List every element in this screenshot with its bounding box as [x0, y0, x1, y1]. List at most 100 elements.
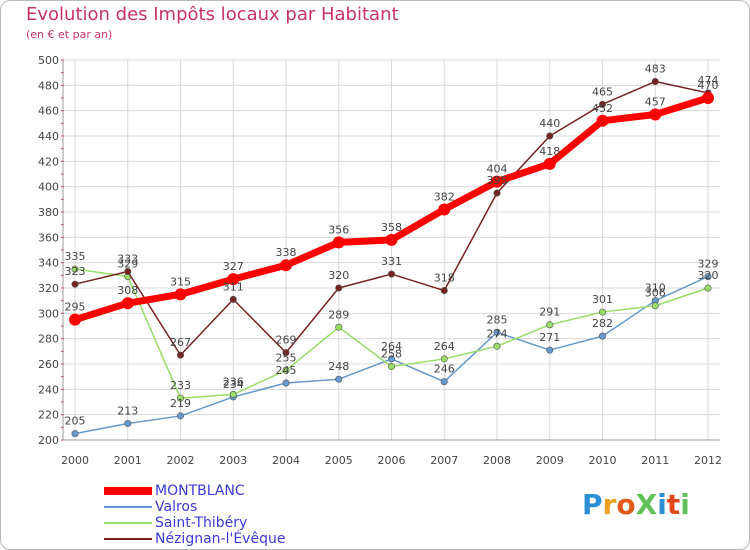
- data-label: 308: [117, 284, 138, 297]
- data-point: [335, 284, 343, 292]
- data-label: 470: [698, 79, 719, 92]
- data-point: [649, 108, 662, 121]
- data-point: [174, 288, 187, 301]
- data-label: 474: [698, 74, 719, 87]
- data-label: 418: [539, 145, 560, 158]
- data-label: 382: [434, 190, 455, 203]
- data-point: [387, 270, 395, 278]
- data-label: 440: [539, 117, 560, 130]
- y-tick-label: 280: [38, 333, 59, 346]
- y-tick-label: 460: [38, 105, 59, 118]
- data-label: 233: [170, 379, 191, 392]
- data-label: 264: [381, 340, 402, 353]
- y-tick-label: 360: [38, 231, 59, 244]
- data-point: [546, 321, 554, 329]
- data-point: [598, 308, 606, 316]
- y-tick-label: 340: [38, 257, 59, 270]
- data-point: [177, 351, 185, 359]
- data-label: 255: [276, 351, 297, 364]
- data-point: [71, 430, 79, 438]
- data-point: [493, 342, 501, 350]
- data-label: 258: [381, 348, 402, 361]
- data-label: 395: [487, 174, 508, 187]
- data-label: 236: [223, 375, 244, 388]
- data-label: 246: [434, 363, 455, 376]
- data-label: 483: [645, 63, 666, 76]
- data-point: [177, 394, 185, 402]
- y-tick-label: 480: [38, 79, 59, 92]
- data-point: [651, 78, 659, 86]
- data-point: [229, 295, 237, 303]
- data-point: [598, 332, 606, 340]
- data-label: 338: [276, 246, 297, 259]
- x-tick-label: 2008: [483, 454, 511, 467]
- data-point: [124, 268, 132, 276]
- data-point: [493, 189, 501, 197]
- data-point: [387, 363, 395, 371]
- data-point: [493, 328, 501, 336]
- data-label: 320: [698, 269, 719, 282]
- legend-label: Saint-Thibéry: [155, 515, 248, 531]
- data-point: [282, 349, 290, 357]
- data-label: 269: [276, 334, 297, 347]
- legend-swatch-saint-thibery: [104, 522, 152, 524]
- data-point: [124, 420, 132, 428]
- data-label: 327: [223, 260, 244, 273]
- x-tick-label: 2000: [61, 454, 89, 467]
- data-label: 333: [117, 253, 138, 266]
- data-label: 291: [539, 306, 560, 319]
- y-tick-label: 200: [38, 434, 59, 447]
- y-tick-label: 240: [38, 383, 59, 396]
- data-point: [702, 92, 714, 104]
- data-label: 465: [592, 85, 613, 98]
- data-label: 301: [592, 293, 613, 306]
- x-tick-label: 2006: [378, 454, 406, 467]
- data-point: [598, 100, 606, 108]
- data-label: 274: [487, 327, 508, 340]
- data-label: 213: [117, 405, 138, 418]
- legend-item-montblanc: MONTBLANC: [104, 483, 285, 499]
- data-label: 285: [487, 313, 508, 326]
- data-point: [704, 284, 712, 292]
- data-label: 356: [328, 223, 349, 236]
- legend-item-valros: Valros: [104, 499, 285, 515]
- legend-item-saint-thibery: Saint-Thibéry: [104, 515, 285, 531]
- x-tick-label: 2005: [325, 454, 353, 467]
- data-point: [332, 236, 345, 249]
- data-label: 329: [117, 258, 138, 271]
- y-tick-label: 300: [38, 307, 59, 320]
- x-tick-label: 2001: [114, 454, 142, 467]
- data-point: [385, 233, 398, 246]
- data-label: 329: [698, 258, 719, 271]
- y-tick-label: 440: [38, 130, 59, 143]
- x-tick-label: 2002: [167, 454, 195, 467]
- proxiti-logo: ProXiti: [582, 488, 690, 521]
- data-point: [651, 302, 659, 310]
- data-label: 311: [223, 280, 244, 293]
- data-label: 318: [434, 272, 455, 285]
- y-tick-label: 380: [38, 206, 59, 219]
- y-tick-label: 500: [38, 54, 59, 67]
- x-tick-label: 2012: [694, 454, 722, 467]
- data-point: [335, 375, 343, 383]
- data-label: 271: [539, 331, 560, 344]
- data-point: [69, 313, 81, 326]
- x-tick-label: 2009: [536, 454, 564, 467]
- data-point: [71, 280, 79, 288]
- data-point: [177, 412, 185, 420]
- data-point: [546, 132, 554, 140]
- x-tick-label: 2011: [641, 454, 669, 467]
- legend-label: Nézignan-l'Évêque: [155, 531, 286, 547]
- data-label: 282: [592, 317, 613, 330]
- data-point: [543, 157, 556, 170]
- data-label: 306: [645, 287, 666, 300]
- chart-title: Evolution des Impôts locaux par Habitant: [26, 4, 399, 25]
- data-label: 248: [328, 360, 349, 373]
- data-point: [438, 203, 451, 216]
- data-label: 289: [328, 308, 349, 321]
- data-label: 335: [65, 250, 86, 263]
- legend-label: Valros: [155, 499, 198, 515]
- data-point: [229, 390, 237, 398]
- data-label: 320: [328, 269, 349, 282]
